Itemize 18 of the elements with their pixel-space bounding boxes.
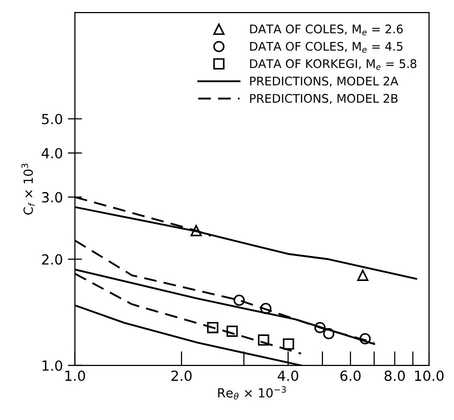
x-tick-label: 1.0	[65, 370, 86, 382]
y-tick-label: 4.0	[42, 148, 62, 158]
legend-label: DATA OF COLES, M$_{e}$ = 4.5	[250, 42, 402, 53]
y-axis-title: C$_{f}$ × 10$^{3}$	[21, 164, 35, 215]
x-tick-label: 6.0	[340, 370, 361, 382]
x-tick-label: 8.0	[384, 370, 405, 382]
x-tick-label: 2.0	[171, 370, 192, 382]
x-axis-title: Re$_{θ}$ × 10$^{−3}$	[218, 386, 286, 400]
legend-label: DATA OF KORKEGI, M$_{e}$ = 5.8	[250, 59, 416, 70]
legend-label: PREDICTIONS, MODEL 2B	[250, 94, 398, 104]
x-tick-label: 10.0	[415, 370, 444, 382]
x-tick-label: 4.0	[278, 370, 298, 382]
y-tick-label: 5.0	[42, 114, 62, 124]
legend-label: DATA OF COLES, M$_{e}$ = 2.6	[250, 24, 403, 36]
y-tick-label: 3.0	[42, 192, 62, 203]
y-tick-label: 2.0	[42, 254, 62, 265]
y-tick-label: 1.0	[42, 360, 62, 371]
legend-label: PREDICTIONS, MODEL 2A	[250, 76, 398, 87]
